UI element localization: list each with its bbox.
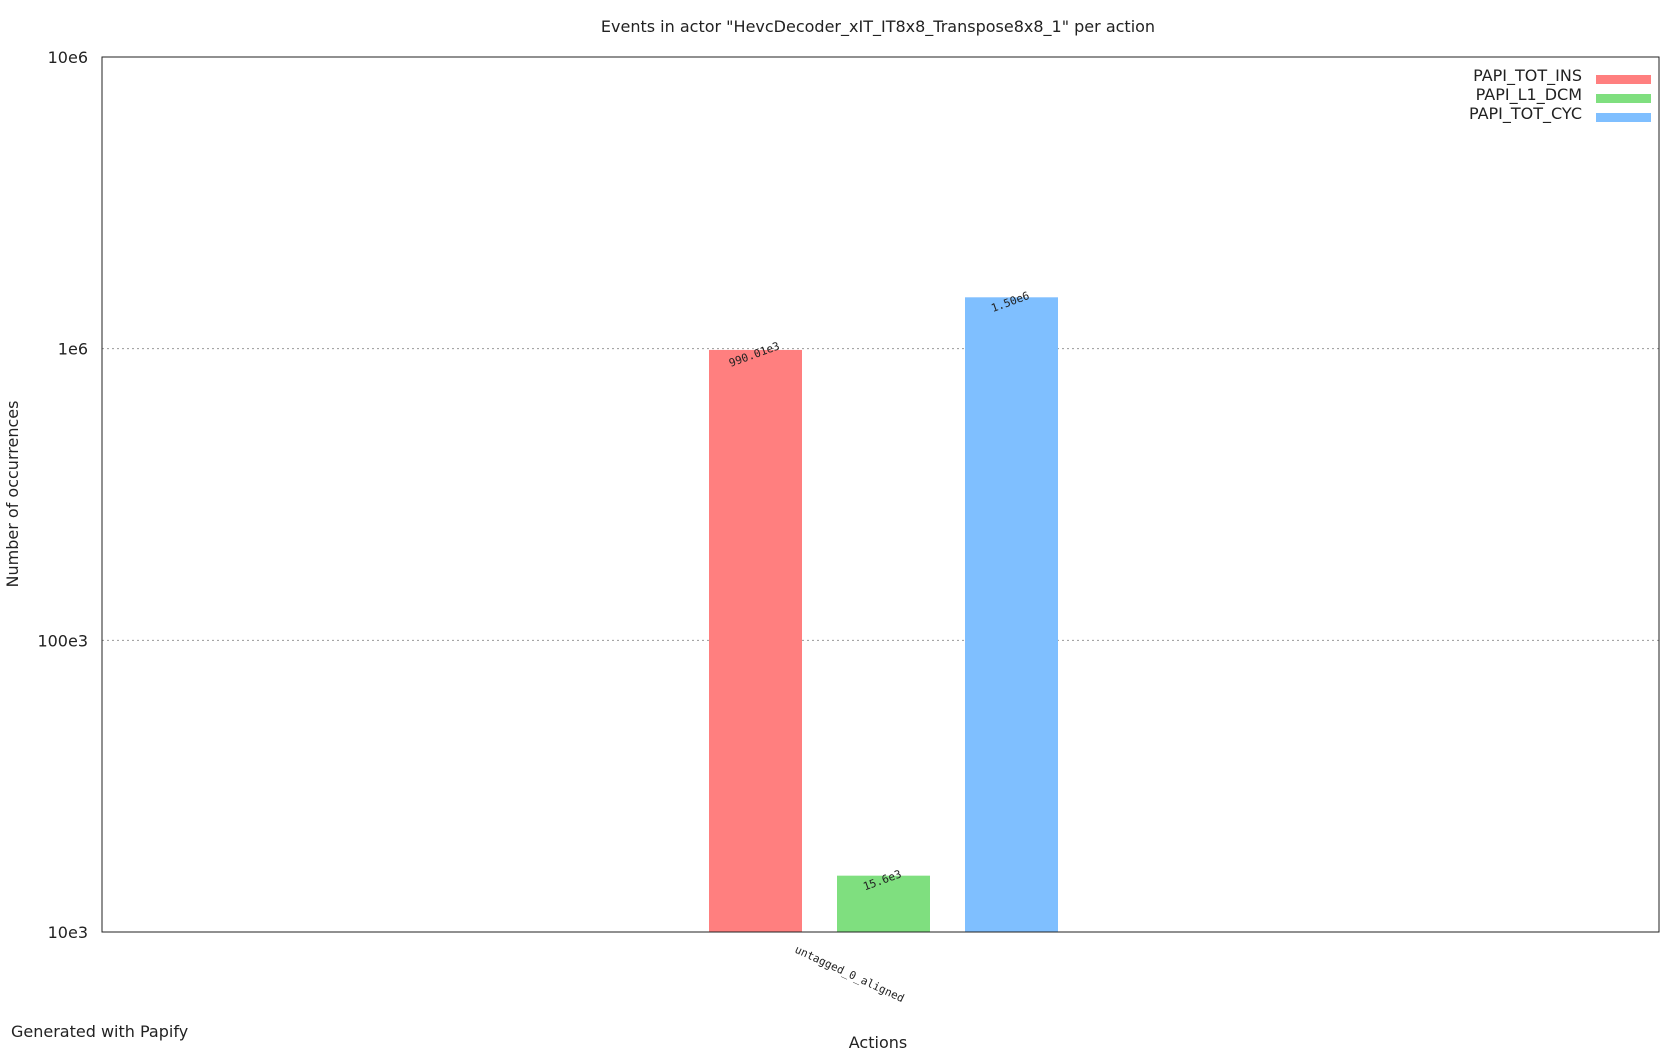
legend-swatch: [1596, 75, 1651, 84]
gridlines: [102, 348, 1659, 641]
legend-swatch: [1596, 113, 1651, 122]
y-axis-label: Number of occurrences: [3, 401, 22, 588]
y-tick-label: 100e3: [37, 631, 88, 650]
bar: [965, 297, 1058, 932]
legend-label: PAPI_TOT_CYC: [1469, 104, 1582, 124]
y-axis-ticks: 10e3 100e3 1e6 10e6: [37, 48, 88, 942]
plot-frame: [101, 56, 1660, 933]
x-axis-ticks: untagged_0_aligned: [793, 943, 907, 1005]
legend-label: PAPI_TOT_INS: [1473, 66, 1582, 86]
bar: [837, 875, 930, 932]
legend-label: PAPI_L1_DCM: [1476, 85, 1582, 105]
y-tick-label: 10e6: [48, 48, 88, 67]
chart-title: Events in actor "HevcDecoder_xIT_IT8x8_T…: [601, 17, 1155, 37]
y-tick-label: 1e6: [58, 340, 88, 359]
x-axis-label: Actions: [849, 1033, 907, 1050]
footer-credit: Generated with Papify: [11, 1022, 189, 1041]
x-tick-label: untagged_0_aligned: [793, 943, 907, 1005]
bar: [709, 349, 802, 932]
legend-swatch: [1596, 94, 1651, 103]
y-tick-label: 10e3: [48, 923, 88, 942]
